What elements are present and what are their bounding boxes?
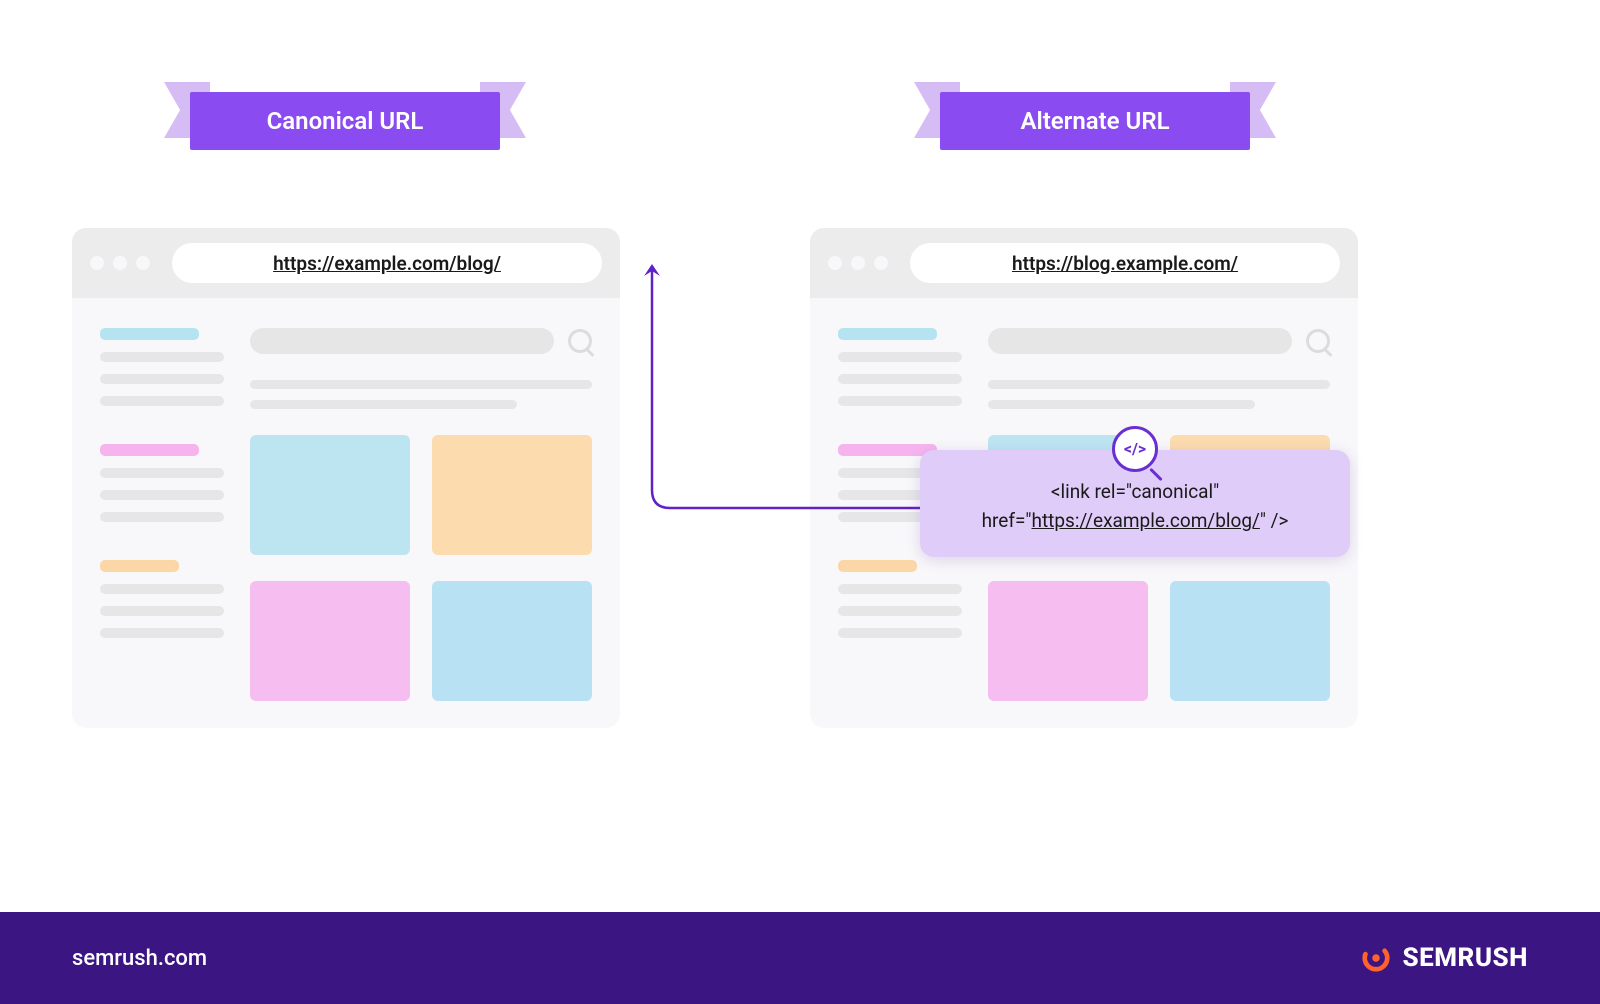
- sidebar-line: [838, 352, 962, 362]
- sidebar-group: [838, 560, 962, 638]
- window-dot: [136, 256, 150, 270]
- infographic-canvas: Canonical URL Alternate URL https://exam…: [0, 0, 1600, 1004]
- footer: semrush.com SEMRUSH: [0, 912, 1600, 1004]
- search-placeholder: [988, 328, 1292, 354]
- search-icon: [568, 329, 592, 353]
- sidebar-line: [100, 490, 224, 500]
- sidebar-line: [838, 628, 962, 638]
- content-card: [1170, 581, 1330, 701]
- window-controls: [90, 256, 150, 270]
- canonical-code-callout: </> <link rel="canonical" href="https://…: [920, 450, 1350, 557]
- sidebar-line: [100, 606, 224, 616]
- search-row: [250, 328, 592, 354]
- address-bar: https://blog.example.com/: [910, 243, 1340, 283]
- window-dot: [851, 256, 865, 270]
- card-row: [988, 581, 1330, 701]
- content-card: [432, 435, 592, 555]
- sidebar-group: [838, 328, 962, 406]
- window-dot: [828, 256, 842, 270]
- address-bar: https://example.com/blog/: [172, 243, 602, 283]
- sidebar-group: [100, 560, 224, 638]
- code-line-2: href="https://example.com/blog/" />: [942, 507, 1328, 536]
- sidebar-accent: [100, 328, 199, 340]
- sidebar-line: [838, 606, 962, 616]
- sidebar-line: [100, 396, 224, 406]
- sidebar-accent: [100, 444, 199, 456]
- sidebar-accent: [100, 560, 179, 572]
- brand-swirl-icon: [1361, 943, 1391, 973]
- window-controls: [828, 256, 888, 270]
- sidebar-group: [100, 328, 224, 406]
- sidebar-accent: [838, 328, 937, 340]
- text-line: [988, 400, 1255, 409]
- ribbon-label: Alternate URL: [940, 92, 1250, 150]
- search-row: [988, 328, 1330, 354]
- text-line: [250, 400, 517, 409]
- window-dot: [90, 256, 104, 270]
- ribbon-label: Canonical URL: [190, 92, 500, 150]
- ribbon-canonical: Canonical URL: [190, 82, 500, 148]
- code-href-suffix: " />: [1260, 509, 1289, 532]
- window-dot: [113, 256, 127, 270]
- sidebar-line: [838, 374, 962, 384]
- browser-title-bar: https://example.com/blog/: [72, 228, 620, 298]
- sidebar-line: [838, 584, 962, 594]
- card-row: [250, 581, 592, 701]
- sidebar: [100, 328, 224, 701]
- content-card: [432, 581, 592, 701]
- browser-title-bar: https://blog.example.com/: [810, 228, 1358, 298]
- brand: SEMRUSH: [1361, 943, 1528, 973]
- window-dot: [874, 256, 888, 270]
- text-lines: [250, 380, 592, 409]
- card-row: [250, 435, 592, 555]
- sidebar-line: [100, 512, 224, 522]
- sidebar-line: [100, 628, 224, 638]
- content-card: [250, 581, 410, 701]
- text-lines: [988, 380, 1330, 409]
- code-href-prefix: href=": [982, 509, 1032, 532]
- brand-text: SEMRUSH: [1403, 943, 1528, 973]
- sidebar-line: [100, 352, 224, 362]
- browser-canonical: https://example.com/blog/: [72, 228, 620, 728]
- sidebar-line: [100, 584, 224, 594]
- content-card: [250, 435, 410, 555]
- sidebar-line: [100, 468, 224, 478]
- footer-site: semrush.com: [72, 946, 207, 971]
- code-line-1: <link rel="canonical": [942, 478, 1328, 507]
- code-glyph: </>: [1124, 437, 1146, 461]
- sidebar-group: [100, 444, 224, 522]
- search-placeholder: [250, 328, 554, 354]
- ribbon-alternate: Alternate URL: [940, 82, 1250, 148]
- search-icon: [1306, 329, 1330, 353]
- code-href-url: https://example.com/blog/: [1031, 509, 1259, 532]
- sidebar-line: [838, 396, 962, 406]
- code-magnifier-icon: </>: [1112, 426, 1158, 472]
- text-line: [250, 380, 592, 389]
- sidebar-line: [100, 374, 224, 384]
- main-column: [250, 328, 592, 701]
- text-line: [988, 380, 1330, 389]
- page-body: [72, 298, 620, 728]
- sidebar-accent: [838, 560, 917, 572]
- content-card: [988, 581, 1148, 701]
